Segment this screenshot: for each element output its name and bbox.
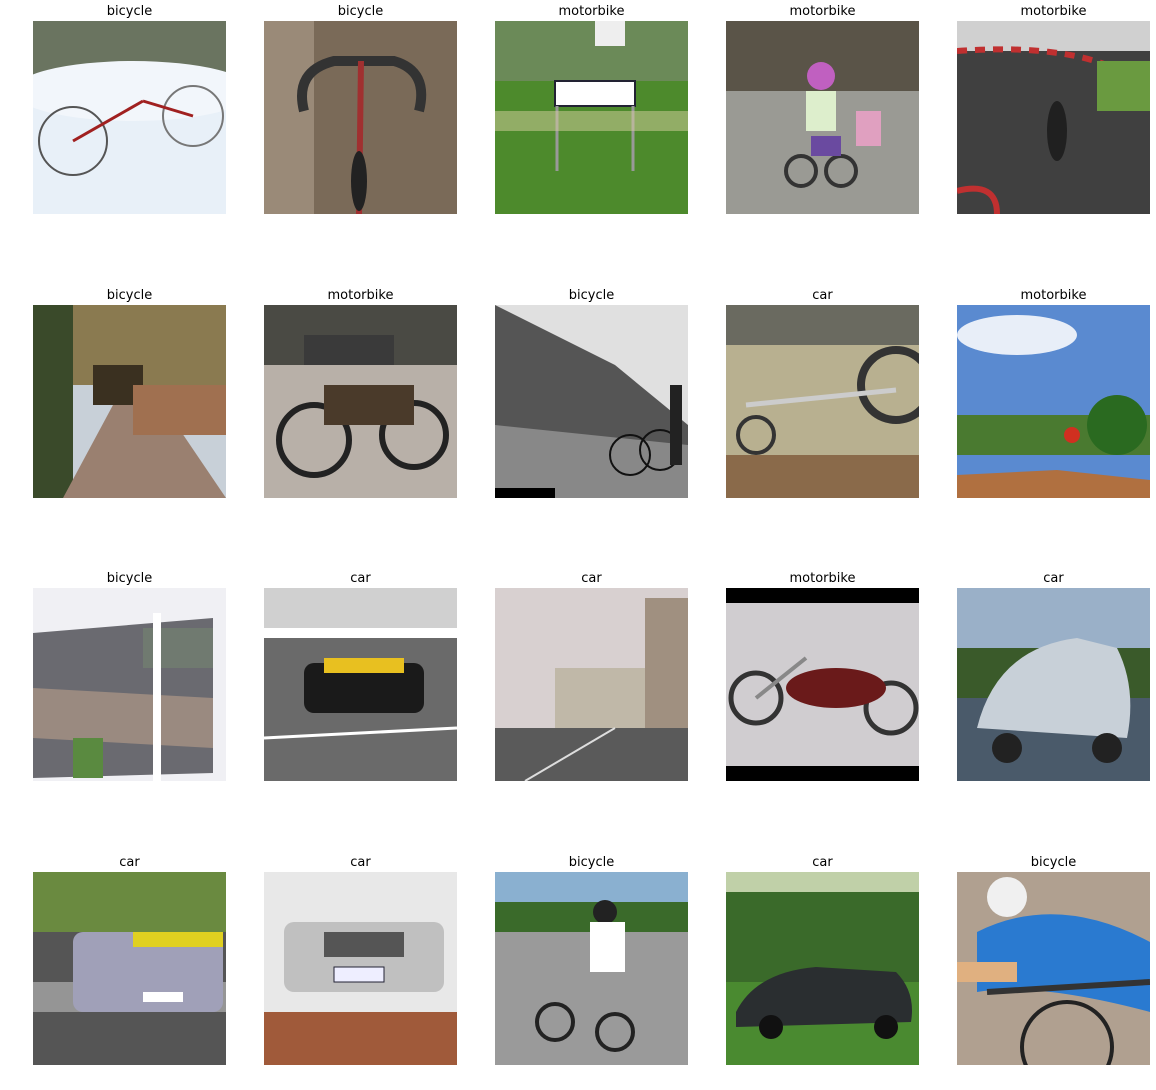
image-label: bicycle <box>568 288 615 303</box>
image-label: motorbike <box>327 288 394 303</box>
image-label: car <box>350 571 371 586</box>
image-motocross <box>957 305 1150 498</box>
image-flooded-path <box>33 305 226 498</box>
image-label: bicycle <box>1030 855 1077 870</box>
image-race-car <box>264 588 457 781</box>
image-bw-hill-bike <box>495 305 688 498</box>
image-label: car <box>812 855 833 870</box>
image-label: car <box>350 855 371 870</box>
image-bike-shop <box>726 305 919 498</box>
image-label: motorbike <box>789 571 856 586</box>
image-city-street <box>495 588 688 781</box>
image-label: bicycle <box>106 571 153 586</box>
image-drift-car <box>33 872 226 1065</box>
image-road-sign <box>495 21 688 214</box>
image-white-car-front <box>264 872 457 1065</box>
image-label: car <box>581 571 602 586</box>
image-cyclist <box>957 872 1150 1065</box>
image-label: car <box>812 288 833 303</box>
image-label: bicycle <box>106 288 153 303</box>
image-vintage-motorbike <box>264 305 457 498</box>
image-snow-bicycle <box>33 21 226 214</box>
image-label: motorbike <box>558 4 625 19</box>
image-dark-sedan <box>726 872 919 1065</box>
image-label: bicycle <box>568 855 615 870</box>
image-label: motorbike <box>1020 4 1087 19</box>
image-label: motorbike <box>1020 288 1087 303</box>
image-label: car <box>1043 571 1064 586</box>
image-race-track <box>957 21 1150 214</box>
image-handlebars <box>264 21 457 214</box>
image-bmx-rider <box>495 872 688 1065</box>
image-chopper <box>726 588 919 781</box>
image-child-bike <box>726 21 919 214</box>
image-label: bicycle <box>337 4 384 19</box>
image-label: car <box>119 855 140 870</box>
image-label: motorbike <box>789 4 856 19</box>
image-label: bicycle <box>106 4 153 19</box>
image-silver-hatch <box>957 588 1150 781</box>
image-window-view <box>33 588 226 781</box>
